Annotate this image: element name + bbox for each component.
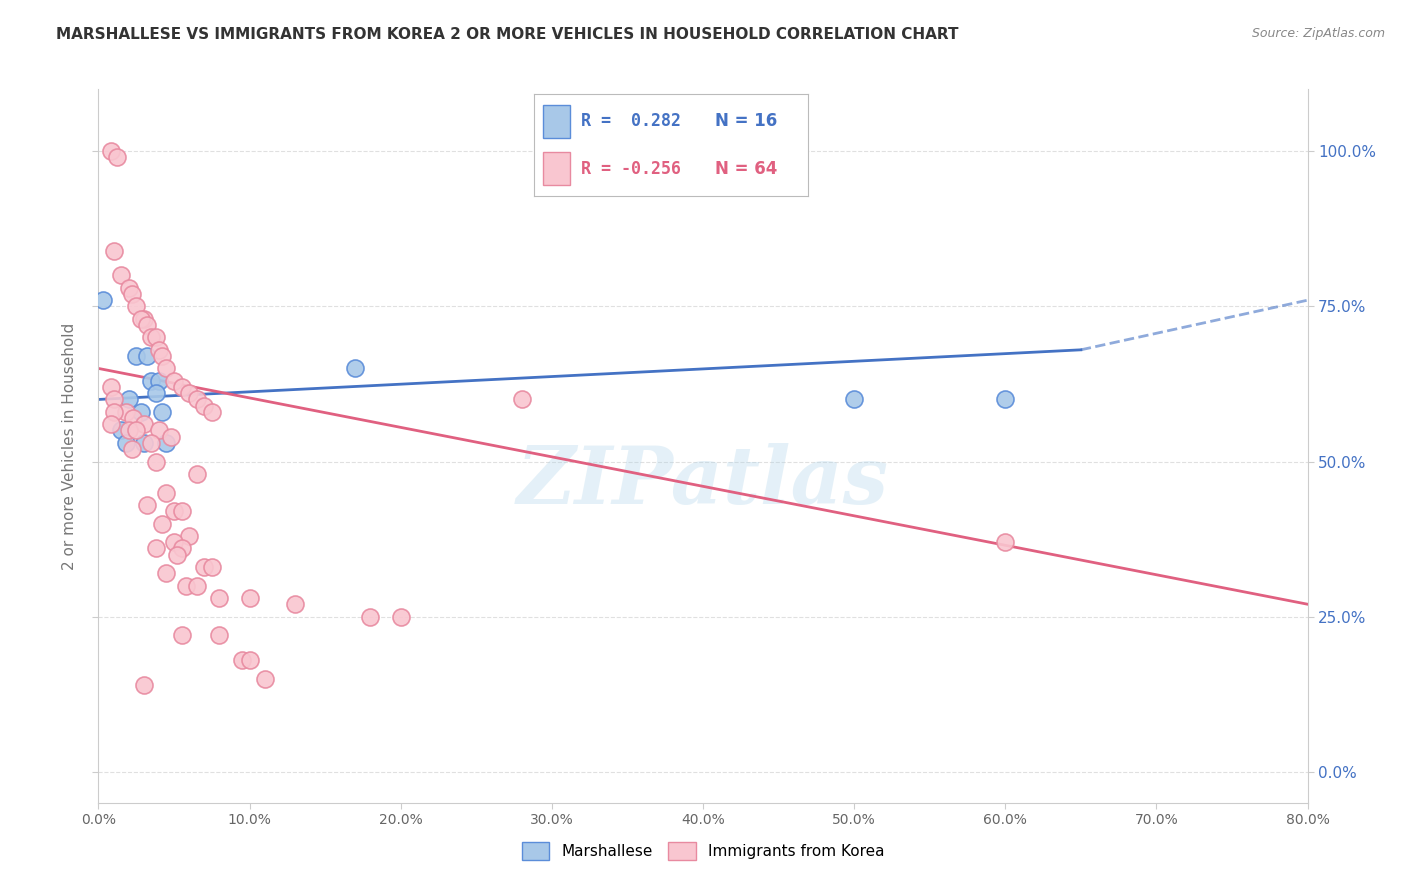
Point [118,281,141,295]
Bar [543,105,569,137]
Point [122,411,145,425]
Point [844,392,866,407]
Point [148,424,170,438]
Text: ZIPatlas: ZIPatlas [517,443,889,520]
Point [166,548,188,562]
Point [994,535,1017,549]
Point [141,330,163,344]
Point [132,436,155,450]
Point [201,405,224,419]
Point [239,591,262,605]
Point [284,597,307,611]
Y-axis label: 2 or more Vehicles in Household: 2 or more Vehicles in Household [62,322,77,570]
Point [129,311,152,326]
Point [145,541,167,556]
Text: R =  0.282: R = 0.282 [581,112,681,130]
Point [121,287,143,301]
Point [170,504,193,518]
Text: MARSHALLESE VS IMMIGRANTS FROM KOREA 2 OR MORE VEHICLES IN HOUSEHOLD CORRELATION: MARSHALLESE VS IMMIGRANTS FROM KOREA 2 O… [56,27,959,42]
Point [155,566,177,581]
Point [193,560,215,574]
Legend: Marshallese, Immigrants from Korea: Marshallese, Immigrants from Korea [516,836,890,866]
Point [186,467,208,481]
Point [125,424,148,438]
Point [125,299,148,313]
Point [170,380,193,394]
Point [510,392,533,407]
Point [360,609,382,624]
Point [239,653,262,667]
Point [145,454,167,468]
Point [114,436,136,450]
Point [132,417,155,432]
Bar [543,153,569,185]
Point [155,361,177,376]
Point [135,349,157,363]
Point [170,628,193,642]
Point [118,424,141,438]
Point [201,560,224,574]
Point [994,392,1017,407]
Point [145,386,167,401]
Point [179,529,201,543]
Point [103,392,125,407]
Point [160,430,183,444]
Point [179,386,201,401]
Point [132,678,155,692]
Point [163,374,186,388]
Point [103,405,125,419]
Point [135,498,157,512]
Point [129,405,152,419]
Point [125,349,148,363]
Point [121,442,143,456]
Point [132,311,155,326]
Point [105,151,128,165]
Point [148,374,170,388]
Text: N = 64: N = 64 [716,160,778,178]
Point [155,436,177,450]
Point [100,380,122,394]
Point [389,609,412,624]
Point [118,392,141,407]
Point [141,436,163,450]
Point [145,330,167,344]
Point [193,399,215,413]
Point [103,244,125,258]
Point [150,349,173,363]
Point [148,343,170,357]
Point [170,541,193,556]
Point [100,145,122,159]
Point [110,424,132,438]
Point [110,268,132,283]
Text: R = -0.256: R = -0.256 [581,160,681,178]
Point [150,405,173,419]
Point [163,504,186,518]
Point [253,672,276,686]
Point [91,293,114,308]
Point [100,417,122,432]
Point [155,485,177,500]
Point [174,579,197,593]
Text: Source: ZipAtlas.com: Source: ZipAtlas.com [1251,27,1385,40]
Point [150,516,173,531]
Point [231,653,253,667]
Point [344,361,367,376]
Point [186,392,208,407]
Point [208,628,231,642]
Text: N = 16: N = 16 [716,112,778,130]
Point [186,579,208,593]
Point [135,318,157,332]
Point [208,591,231,605]
Point [163,535,186,549]
Point [114,405,136,419]
Point [141,374,163,388]
